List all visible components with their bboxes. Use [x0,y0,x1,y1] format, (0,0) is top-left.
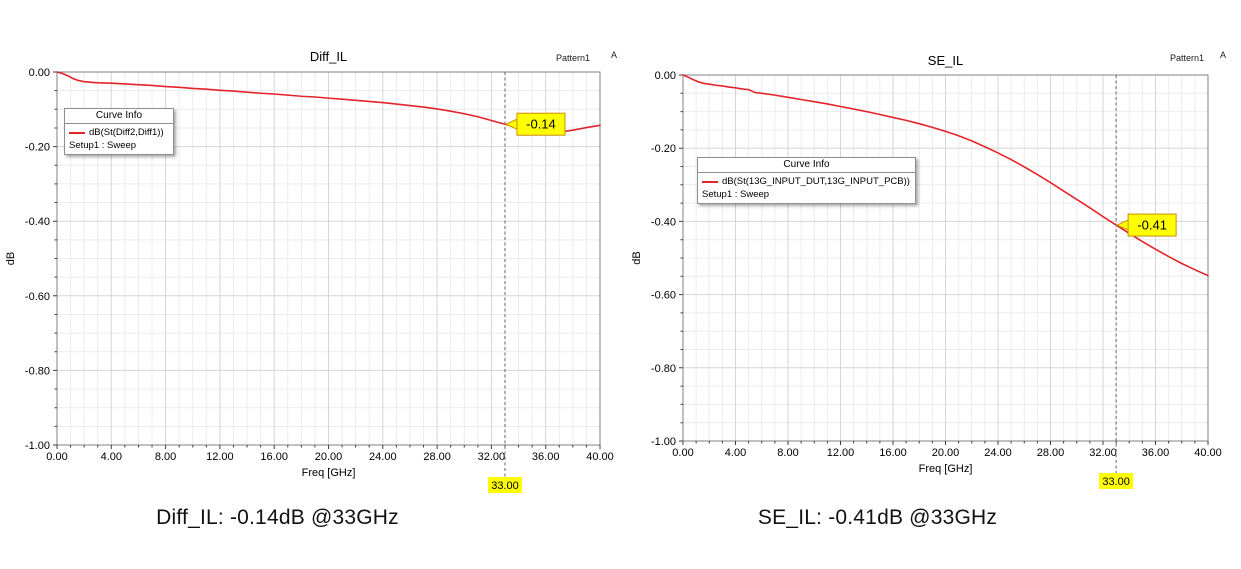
trace-curve [56,71,601,134]
marker-x-label-bg [487,477,522,493]
legend-setup: Setup1 : Sweep [702,189,770,200]
x-tick-label: 12.00 [206,451,234,463]
x-tick-label: 20.00 [932,447,960,459]
x-tick-label: 40.00 [1194,447,1222,459]
chart-title-diff-il: Diff_IL [309,49,348,64]
marker-callout-box [1127,213,1177,237]
y-tick-label: -1.00 [651,436,676,448]
y-tick-label: -1.00 [25,440,50,452]
legend-box-diff-il[interactable]: Curve Info dB(St(Diff2,Diff1)) Setup1 : … [64,108,174,155]
x-tick-label: 36.00 [532,451,560,463]
legend-title: Curve Info [65,109,173,124]
x-tick-label: 28.00 [423,451,451,463]
x-tick-label: 24.00 [369,451,397,463]
caption-diff-il: Diff_IL: -0.14dB @33GHz [156,506,399,529]
plot-se-il[interactable]: 0.00 4.00 8.00 12.00 16.00 20.00 24.00 28.00 32.… [631,70,1222,489]
x-tick-label: 24.00 [984,447,1012,459]
marker-callout-text: -0.14 [526,117,556,132]
caption-se-il: SE_IL: -0.41dB @33GHz [757,506,998,529]
x-tick-label: 8.00 [777,447,798,459]
pattern-label: Pattern1 [556,53,591,63]
series-color-swatch [69,131,85,134]
marker-x-label[interactable]: 33.00 [1099,473,1134,489]
y-tick-label: -0.40 [651,216,676,228]
x-tick-label: 0.00 [46,451,67,463]
series-label: dB(St(Diff2,Diff1)) [89,127,164,138]
marker-callout[interactable]: -0.41 [1115,213,1177,237]
y-tick-label: -0.60 [25,291,50,303]
y-tick-label: -0.80 [651,363,676,375]
legend-title: Curve Info [698,158,915,173]
x-tick-label: 0.00 [672,447,693,459]
chart-title-se-il: SE_IL [927,53,964,68]
corner-cropped-label: A [611,50,618,60]
x-tick-label: 20.00 [315,451,343,463]
pattern-label: Pattern1 [1170,53,1205,63]
marker-x-label-text: 33.00 [491,480,519,492]
x-tick-label: 28.00 [1037,447,1065,459]
legend-box-se-il[interactable]: Curve Info dB(St(13G_INPUT_DUT,13G_INPUT… [697,157,916,204]
x-tick-label: 36.00 [1142,447,1170,459]
corner-cropped-label: A [1220,50,1227,60]
marker-x-label-text: 33.00 [1102,476,1130,488]
y-axis-label: dB [631,251,643,264]
trace-curve [682,74,1209,277]
x-tick-label: 4.00 [101,451,122,463]
y-tick-label: 0.00 [29,67,50,79]
axis-ticks [53,71,601,449]
marker-callout-box [516,112,566,136]
y-tick-label: -0.20 [25,142,50,154]
marker-x-label[interactable]: 33.00 [487,477,522,493]
x-tick-label: 40.00 [586,451,614,463]
marker-callout-text: -0.41 [1137,218,1167,233]
x-tick-label: 4.00 [725,447,746,459]
x-axis-label: Freq [GHz] [919,463,973,475]
y-tick-label: -0.60 [651,290,676,302]
series-color-swatch [702,180,718,183]
y-axis-label: dB [5,252,17,265]
x-tick-label: 16.00 [879,447,907,459]
x-axis-label: Freq [GHz] [302,467,356,479]
y-tick-label: -0.40 [25,216,50,228]
marker-callout[interactable]: -0.14 [504,112,566,136]
series-label: dB(St(13G_INPUT_DUT,13G_INPUT_PCB)) [722,176,910,187]
axis-ticks [679,74,1209,445]
legend-trace-row: dB(St(13G_INPUT_DUT,13G_INPUT_PCB)) [698,173,915,188]
legend-setup: Setup1 : Sweep [69,140,137,151]
x-tick-label: 16.00 [260,451,288,463]
y-tick-label: 0.00 [655,70,676,82]
legend-trace-row: dB(St(Diff2,Diff1)) [65,124,173,139]
y-tick-label: -0.80 [25,365,50,377]
x-tick-label: 32.00 [1089,447,1117,459]
y-tick-label: -0.20 [651,143,676,155]
x-tick-label: 32.00 [478,451,506,463]
x-tick-label: 12.00 [827,447,855,459]
x-tick-label: 8.00 [155,451,176,463]
marker-x-label-bg [1099,473,1134,489]
